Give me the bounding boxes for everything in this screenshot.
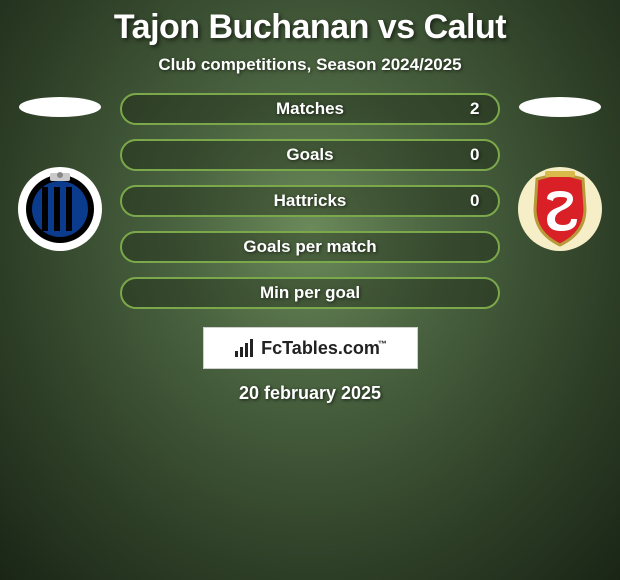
- stat-pill-min-per-goal: .Min per goal.: [120, 277, 500, 309]
- stat-right-value: 2: [470, 99, 480, 119]
- stat-label: Goals: [122, 145, 498, 165]
- left-marker: [19, 97, 101, 117]
- club-brugge-icon: [18, 167, 102, 251]
- right-team-col: [500, 93, 620, 251]
- stat-pill-hattricks: .Hattricks0: [120, 185, 500, 217]
- subtitle: Club competitions, Season 2024/2025: [0, 55, 620, 75]
- stat-right-value: 0: [470, 145, 480, 165]
- stat-pill-goals: .Goals0: [120, 139, 500, 171]
- stat-label: Matches: [122, 99, 498, 119]
- left-team-col: [0, 93, 120, 251]
- standard-liege-crest: [518, 167, 602, 251]
- club-brugge-crest: [18, 167, 102, 251]
- stat-label: Min per goal: [122, 283, 498, 303]
- page-title: Tajon Buchanan vs Calut: [0, 8, 620, 47]
- stat-label: Goals per match: [122, 237, 498, 257]
- brand-label: FcTables.com™: [261, 338, 387, 359]
- date-label: 20 february 2025: [0, 383, 620, 404]
- right-marker: [519, 97, 601, 117]
- standard-liege-icon: [525, 169, 595, 249]
- chart-icon: [233, 337, 255, 359]
- stat-pill-matches: .Matches2: [120, 93, 500, 125]
- comparison-row: .Matches2 .Goals0 .Hattricks0 .Goals per ma…: [0, 93, 620, 309]
- stat-right-value: 0: [470, 191, 480, 211]
- stats-pills: .Matches2 .Goals0 .Hattricks0 .Goals per ma…: [120, 93, 500, 309]
- brand-box: FcTables.com™: [203, 327, 418, 369]
- stat-label: Hattricks: [122, 191, 498, 211]
- stat-pill-goals-per-match: .Goals per match.: [120, 231, 500, 263]
